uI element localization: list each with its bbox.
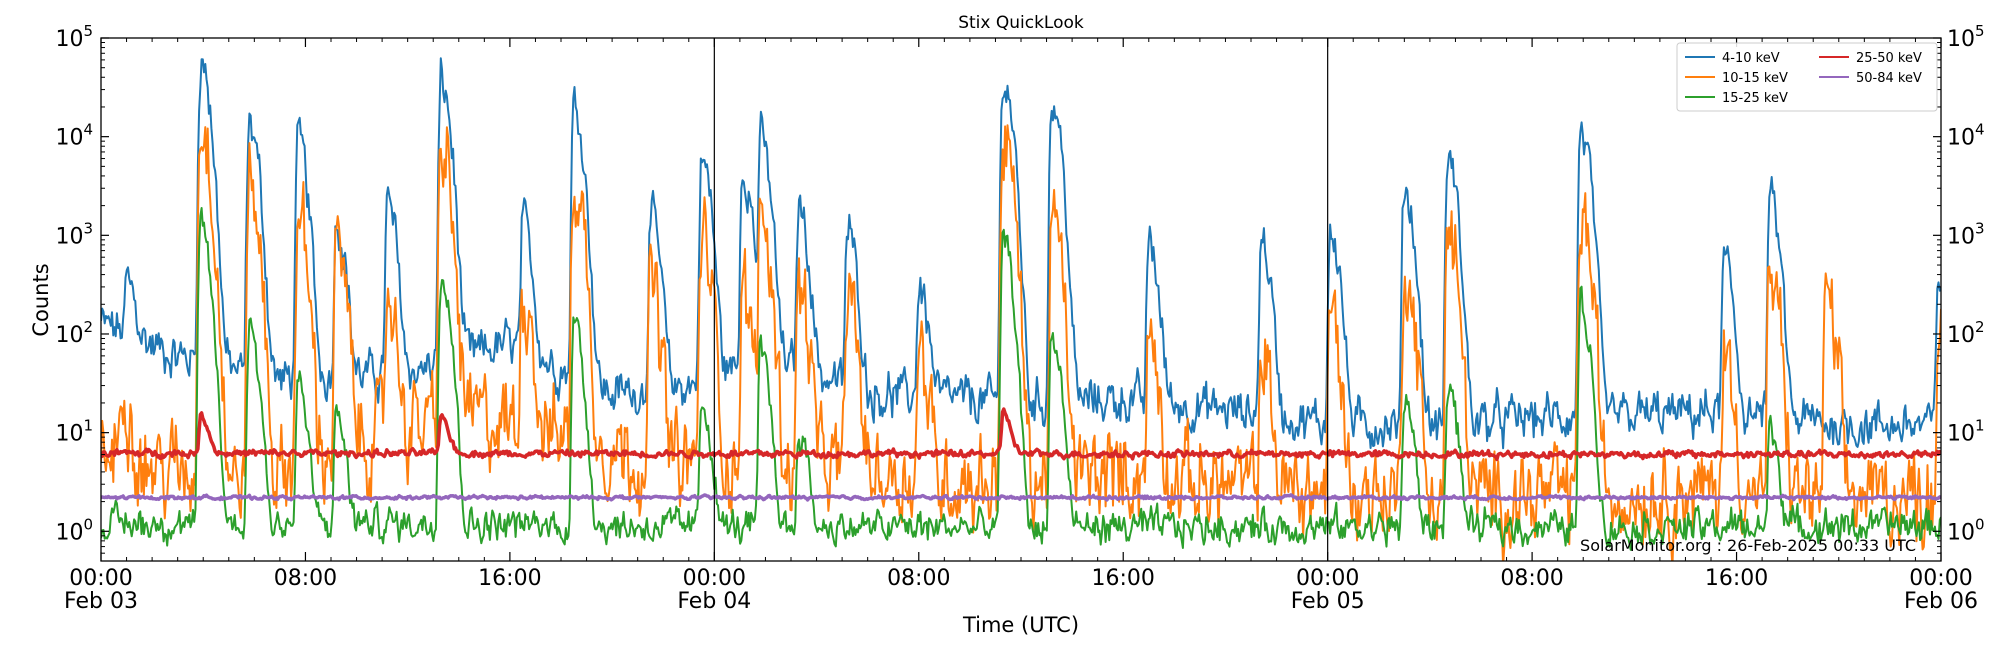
y-tick-label-right: 103 bbox=[1947, 219, 1985, 249]
x-tick-label-time: 00:00 bbox=[1909, 566, 1972, 591]
x-tick-label-time: 08:00 bbox=[1500, 566, 1563, 591]
series-line-4-10-keV bbox=[101, 57, 1941, 450]
y-tick-label-left: 103 bbox=[55, 219, 93, 249]
x-tick-label-date: Feb 03 bbox=[64, 589, 138, 614]
y-tick-label-left: 100 bbox=[55, 515, 93, 545]
y-tick-label-right: 101 bbox=[1947, 417, 1985, 447]
y-tick-label-right: 100 bbox=[1947, 515, 1985, 545]
axes-layer: 100 100 101 101 102 102 103 103 104 104 105 105 00:0… bbox=[55, 22, 1984, 614]
x-tick-label-time: 16:00 bbox=[1705, 566, 1768, 591]
legend-frame bbox=[1676, 42, 1938, 112]
x-tick-label-time: 08:00 bbox=[887, 566, 950, 591]
legend-label: 10-15 keV bbox=[1722, 71, 1788, 86]
y-tick-label-right: 105 bbox=[1947, 22, 1985, 52]
x-tick-label-time: 16:00 bbox=[1092, 566, 1155, 591]
y-tick-label-left: 101 bbox=[55, 417, 93, 447]
x-tick-label-time: 16:00 bbox=[478, 566, 541, 591]
x-tick-label-time: 00:00 bbox=[683, 566, 746, 591]
y-tick-label-right: 104 bbox=[1947, 121, 1985, 151]
x-tick-label-time: 00:00 bbox=[1296, 566, 1359, 591]
legend-label: 25-50 keV bbox=[1856, 51, 1922, 66]
series-line-15-25-keV bbox=[101, 207, 1941, 551]
legend-label: 15-25 keV bbox=[1722, 91, 1788, 106]
y-tick-label-left: 102 bbox=[55, 318, 93, 348]
y-tick-label-left: 105 bbox=[55, 22, 93, 52]
x-axis-label: Time (UTC) bbox=[962, 613, 1079, 637]
x-tick-label-date: Feb 04 bbox=[677, 589, 751, 614]
x-tick-label-time: 00:00 bbox=[69, 566, 132, 591]
y-tick-label-right: 102 bbox=[1947, 318, 1985, 348]
x-tick-label-date: Feb 06 bbox=[1904, 589, 1978, 614]
legend: 4-10 keV 10-15 keV 15-25 keV 25-50 keV 50-84… bbox=[1676, 42, 1938, 112]
y-axis-label: Counts bbox=[29, 263, 53, 336]
y-tick-label-left: 104 bbox=[55, 121, 93, 151]
solarmonitor-annotation: SolarMonitor.org : 26-Feb-2025 00:33 UTC bbox=[1580, 536, 1916, 555]
series-line-50-84-keV bbox=[101, 493, 1941, 502]
legend-label: 4-10 keV bbox=[1722, 51, 1780, 66]
series-line-10-15-keV bbox=[101, 124, 1941, 561]
x-tick-label-time: 08:00 bbox=[274, 566, 337, 591]
legend-label: 50-84 keV bbox=[1856, 71, 1922, 86]
chart-title: Stix QuickLook bbox=[958, 13, 1084, 33]
x-tick-label-date: Feb 05 bbox=[1291, 589, 1365, 614]
day-boundary-lines bbox=[713, 38, 1329, 561]
series-layer bbox=[101, 57, 1941, 561]
series-line-25-50-keV bbox=[101, 407, 1941, 462]
